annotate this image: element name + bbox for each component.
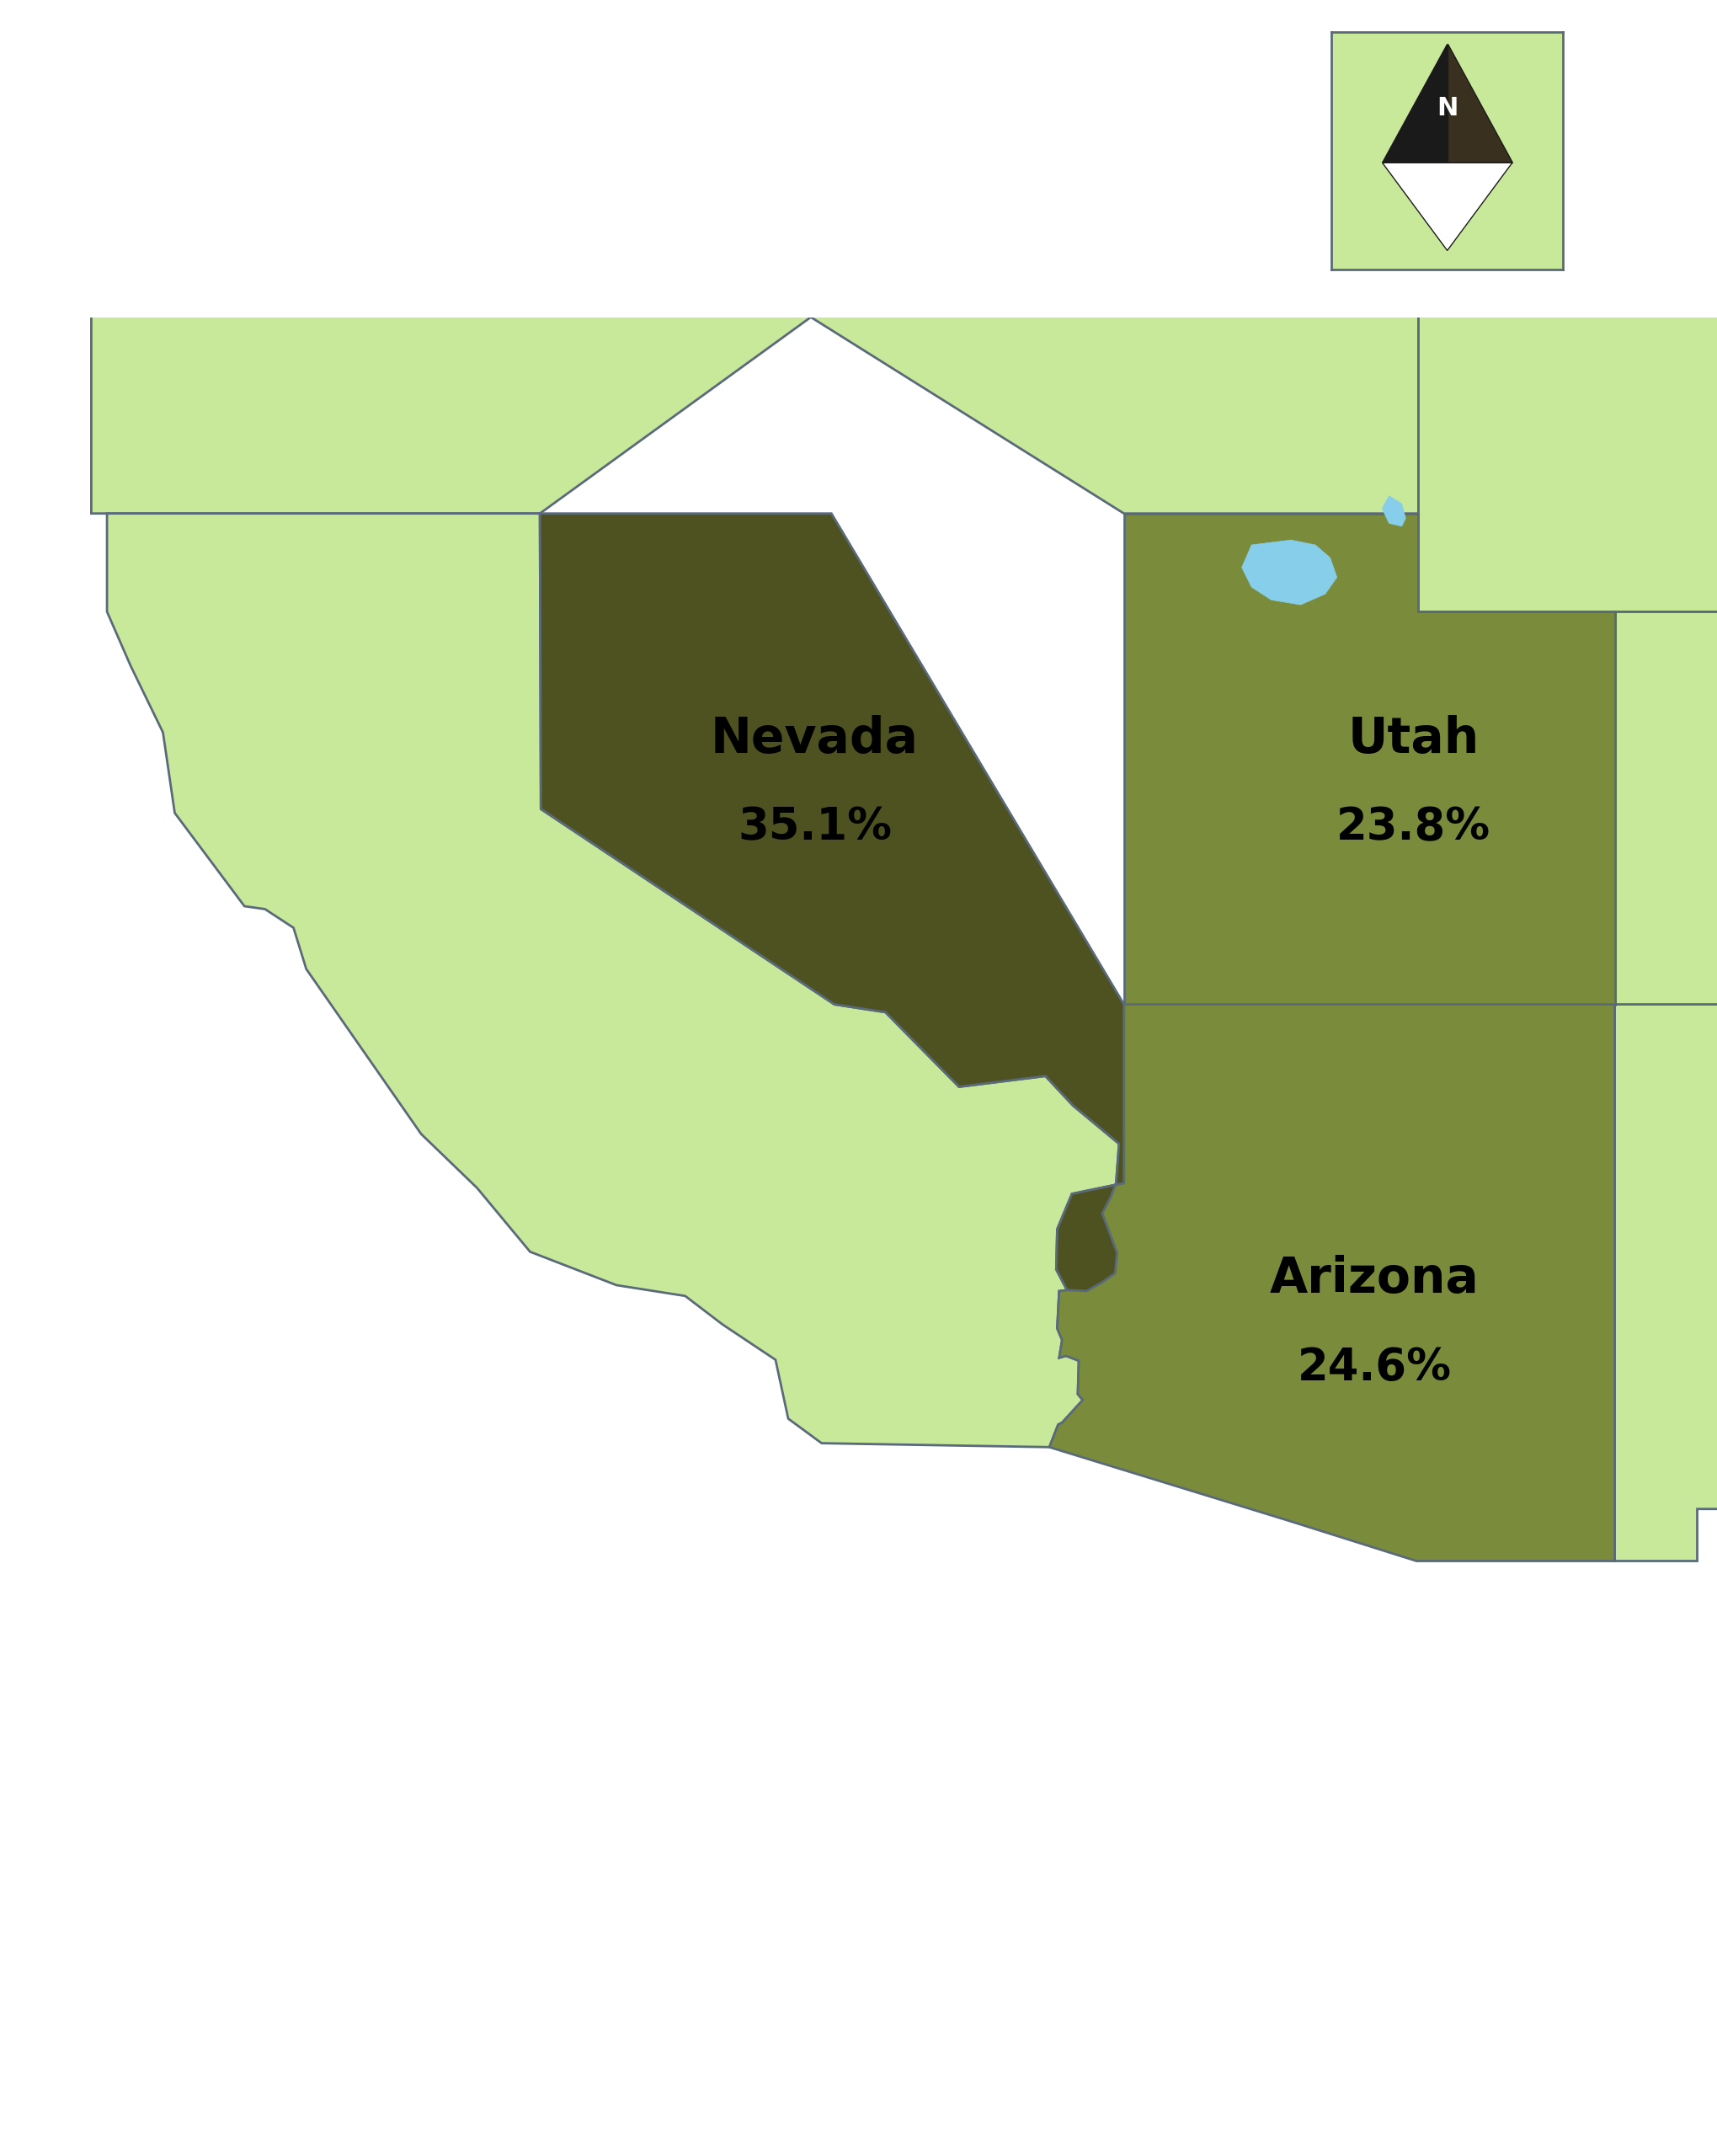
Polygon shape (1614, 1005, 1717, 1561)
Text: Nevada: Nevada (711, 716, 919, 763)
Text: N: N (1435, 97, 1458, 121)
Text: Utah: Utah (1348, 716, 1478, 763)
Polygon shape (1614, 612, 1717, 1005)
Text: 23.8%: 23.8% (1336, 806, 1490, 849)
Polygon shape (810, 0, 1418, 513)
Polygon shape (1447, 43, 1511, 164)
Polygon shape (539, 513, 1123, 1291)
Text: 35.1%: 35.1% (737, 806, 891, 849)
Polygon shape (1123, 513, 1614, 1005)
Polygon shape (1382, 164, 1511, 250)
Polygon shape (1382, 43, 1447, 164)
Polygon shape (1418, 220, 1717, 612)
Polygon shape (106, 513, 1118, 1447)
Polygon shape (1382, 496, 1405, 526)
Polygon shape (1241, 539, 1336, 606)
Polygon shape (1047, 1005, 1614, 1561)
Text: 24.6%: 24.6% (1296, 1345, 1451, 1388)
Text: Arizona: Arizona (1269, 1255, 1478, 1302)
Polygon shape (91, 0, 810, 513)
